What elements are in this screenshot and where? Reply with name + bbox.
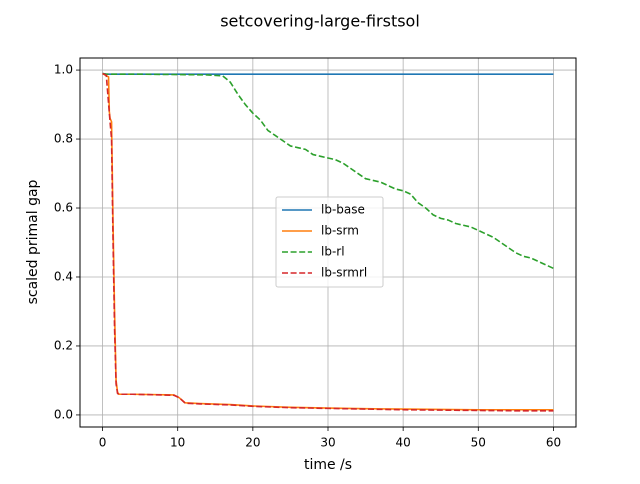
x-tick-label: 20: [245, 436, 260, 450]
legend-label-lb-srm: lb-srm: [321, 224, 359, 238]
chart-title: setcovering-large-firstsol: [220, 12, 420, 31]
y-tick-label: 0.6: [54, 201, 73, 215]
x-tick-label: 50: [471, 436, 486, 450]
y-tick-label: 0.0: [54, 407, 73, 421]
y-axis-label: scaled primal gap: [25, 179, 41, 304]
x-tick-label: 40: [396, 436, 411, 450]
y-ticks: 0.0 0.2 0.4 0.6 0.8 1.0: [54, 63, 80, 421]
legend-label-lb-rl: lb-rl: [321, 245, 345, 259]
y-tick-label: 1.0: [54, 63, 73, 77]
x-tick-label: 10: [170, 436, 185, 450]
y-tick-label: 0.2: [54, 338, 73, 352]
x-tick-label: 30: [320, 436, 335, 450]
series-layer: [102, 72, 554, 412]
series-line-lb-base: [102, 72, 554, 76]
y-tick-label: 0.8: [54, 132, 73, 146]
legend-box: [275, 196, 384, 288]
x-axis-label: time /s: [304, 457, 352, 473]
x-tick-label: 60: [546, 436, 561, 450]
series-line-lb-srmrl: [102, 72, 554, 412]
series-line-lb-rl: [102, 72, 554, 270]
x-tick-label: 0: [99, 436, 107, 450]
legend-label-lb-base: lb-base: [321, 203, 365, 217]
x-ticks: 0 10 20 30 40 50 60: [99, 427, 561, 450]
y-tick-label: 0.4: [54, 269, 73, 283]
legend-label-lb-srmrl: lb-srmrl: [321, 266, 367, 280]
legend: lb-base lb-srm lb-rl lb-srmrl: [275, 196, 384, 288]
